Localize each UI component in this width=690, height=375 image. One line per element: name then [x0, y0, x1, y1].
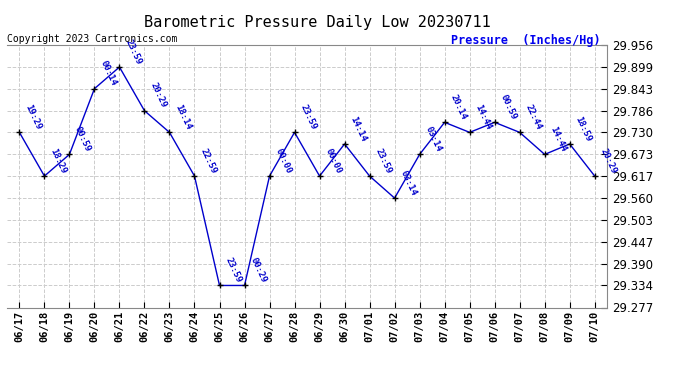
- Text: 00:00: 00:00: [324, 147, 343, 175]
- Text: 23:59: 23:59: [298, 103, 318, 131]
- Text: 00:59: 00:59: [498, 93, 518, 121]
- Text: Pressure  (Inches/Hg): Pressure (Inches/Hg): [451, 34, 600, 47]
- Text: Copyright 2023 Cartronics.com: Copyright 2023 Cartronics.com: [7, 34, 177, 44]
- Text: Barometric Pressure Daily Low 20230711: Barometric Pressure Daily Low 20230711: [144, 15, 491, 30]
- Text: 22:44: 22:44: [524, 103, 543, 131]
- Text: 19:29: 19:29: [23, 103, 43, 131]
- Text: 20:14: 20:14: [448, 93, 468, 121]
- Text: 14:44: 14:44: [549, 125, 568, 153]
- Text: 20:29: 20:29: [148, 81, 168, 110]
- Text: 00:14: 00:14: [98, 59, 118, 87]
- Text: 18:14: 18:14: [173, 103, 193, 131]
- Text: 03:14: 03:14: [424, 125, 443, 153]
- Text: 00:59: 00:59: [73, 125, 92, 153]
- Text: 23:59: 23:59: [224, 256, 243, 284]
- Text: 18:29: 18:29: [48, 147, 68, 175]
- Text: 22:59: 22:59: [198, 147, 218, 175]
- Text: 18:59: 18:59: [573, 115, 593, 143]
- Text: 00:29: 00:29: [248, 256, 268, 284]
- Text: 14:44: 14:44: [473, 103, 493, 131]
- Text: 00:00: 00:00: [273, 147, 293, 175]
- Text: 23:59: 23:59: [373, 147, 393, 175]
- Text: 03:14: 03:14: [398, 169, 418, 197]
- Text: 14:14: 14:14: [348, 115, 368, 143]
- Text: 23:59: 23:59: [124, 38, 143, 66]
- Text: 20:29: 20:29: [598, 147, 618, 175]
